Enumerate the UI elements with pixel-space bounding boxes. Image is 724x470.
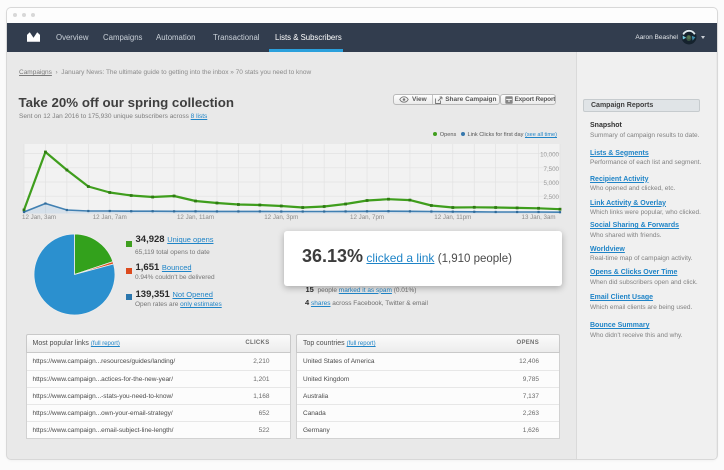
svg-text:12 Jan, 3am: 12 Jan, 3am: [22, 214, 56, 221]
svg-text:7,500: 7,500: [544, 166, 560, 173]
svg-text:5,000: 5,000: [544, 180, 560, 187]
svg-text:2,500: 2,500: [544, 194, 560, 201]
svg-text:12 Jan, 11am: 12 Jan, 11am: [177, 214, 214, 221]
svg-text:10,000: 10,000: [540, 152, 559, 159]
svg-text:13 Jan, 3am: 13 Jan, 3am: [522, 214, 556, 221]
svg-text:12 Jan, 7pm: 12 Jan, 7pm: [350, 214, 384, 221]
svg-text:12 Jan, 3pm: 12 Jan, 3pm: [264, 214, 298, 221]
svg-text:12 Jan, 7am: 12 Jan, 7am: [93, 214, 127, 221]
svg-text:12 Jan, 11pm: 12 Jan, 11pm: [434, 214, 471, 221]
